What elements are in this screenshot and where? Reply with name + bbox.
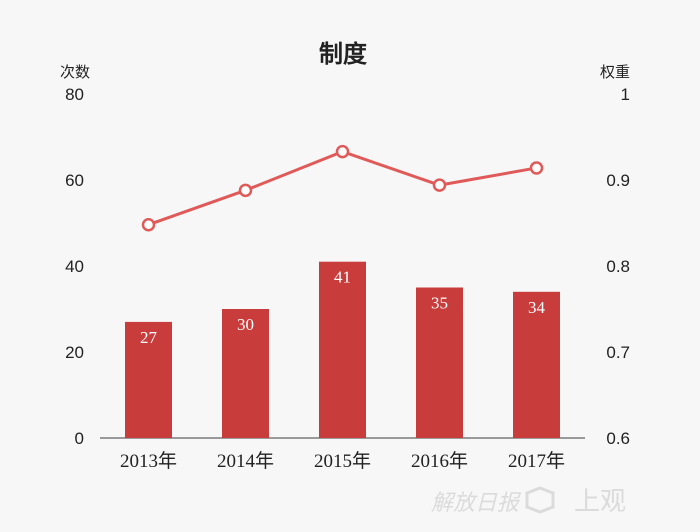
bar: [513, 291, 560, 438]
y-tick-label: 0: [75, 429, 84, 448]
y-tick-label: 20: [65, 343, 84, 362]
line-series: [141, 144, 544, 232]
chart-title: 制度: [319, 40, 368, 68]
y-tick-label: 60: [65, 171, 84, 190]
bar-data-label: 30: [237, 315, 254, 334]
bar: [319, 261, 366, 438]
bar-data-label: 34: [528, 298, 546, 317]
x-tick-label: 2017年: [508, 450, 565, 472]
bar-data-label: 41: [334, 268, 351, 287]
weight-point: [432, 178, 447, 192]
y2-axis-ticks: 0.6 0.7 0.8 0.9 1: [606, 85, 630, 448]
bar-data-label: 35: [431, 294, 448, 313]
x-tick-label: 2014年: [217, 450, 274, 472]
watermark-name: 上观: [574, 487, 626, 517]
bar-data-label: 27: [140, 328, 158, 347]
weight-point: [529, 161, 544, 175]
bar: [416, 287, 463, 438]
y2-tick-label: 0.7: [606, 343, 630, 362]
bar: [125, 321, 172, 438]
x-tick-label: 2015年: [314, 450, 371, 472]
weight-point: [238, 183, 253, 198]
x-tick-label: 2016年: [411, 450, 468, 472]
y2-axis-title: 权重: [600, 63, 630, 81]
y-axis-ticks: 0 20 40 60 80: [65, 85, 84, 448]
y2-tick-label: 0.6: [606, 429, 630, 448]
watermark: 解放日报 上观: [431, 486, 626, 517]
y2-tick-label: 0.8: [606, 257, 630, 276]
bar-series: [125, 261, 560, 438]
y2-tick-label: 1: [621, 85, 630, 104]
y-tick-label: 80: [65, 85, 84, 104]
bar-data-labels: 27 30 41 35 34: [140, 268, 546, 347]
y-axis-title: 次数: [60, 63, 90, 81]
x-axis-labels: 2013年 2014年 2015年 2016年 2017年: [120, 450, 565, 472]
weight-point: [141, 217, 156, 232]
weight-point: [335, 144, 350, 159]
x-tick-label: 2013年: [120, 450, 177, 472]
y-tick-label: 40: [65, 257, 84, 276]
watermark-brand: 解放日报: [431, 491, 522, 516]
bar: [222, 309, 269, 438]
watermark-logo-icon: [525, 486, 555, 514]
y2-tick-label: 0.9: [606, 171, 630, 190]
weight-line: [147, 150, 537, 227]
